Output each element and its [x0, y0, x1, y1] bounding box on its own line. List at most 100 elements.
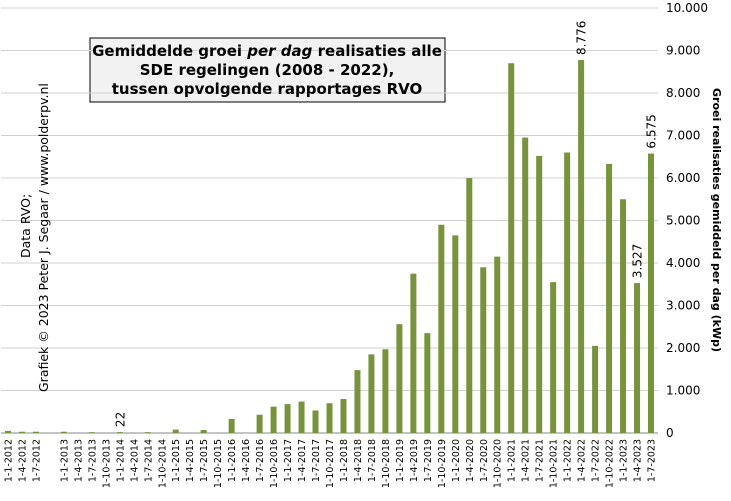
x-tick-label: 1-7-2012	[31, 439, 42, 482]
x-tick-label: 1-4-2016	[241, 439, 252, 482]
y-tick-label: 5.000	[666, 214, 700, 228]
x-tick-label: 1-10-2017	[325, 439, 336, 488]
y-tick-label: 8.000	[666, 86, 700, 100]
title-part: per dag	[246, 42, 312, 60]
bar	[354, 370, 361, 433]
x-tick-label: 1-7-2014	[143, 439, 154, 482]
data-label: 8.776	[575, 21, 589, 55]
x-tick-label: 1-1-2023	[619, 439, 630, 482]
y-tick-label: 0	[666, 426, 674, 440]
bar	[270, 406, 277, 433]
x-tick-label: 1-7-2020	[479, 439, 490, 482]
x-tick-label: 1-4-2012	[17, 439, 28, 482]
x-tick-label: 1-4-2022	[577, 439, 588, 482]
bar	[382, 349, 389, 433]
bar	[452, 235, 459, 433]
credit: Grafiek © 2023 Peter J. Segaar / www.pol…	[36, 83, 51, 392]
bar	[494, 256, 501, 433]
bar	[592, 345, 599, 433]
bar	[60, 431, 67, 433]
y-axis-label: Groei realisaties gemiddeld per dag (kWp…	[710, 88, 723, 352]
x-tick-label: 1-4-2017	[297, 439, 308, 482]
title-part: Gemiddelde groei	[92, 42, 247, 60]
x-tick-label: 1-4-2013	[73, 439, 84, 482]
data-label: 22	[113, 412, 127, 427]
x-tick-label: 1-1-2018	[339, 439, 350, 482]
bar	[172, 429, 179, 433]
x-tick-label: 1-7-2018	[367, 439, 378, 482]
x-tick-label: 1-1-2015	[171, 439, 182, 482]
title-box	[89, 37, 446, 103]
x-tick-label: 1-10-2016	[269, 439, 280, 488]
title-part: realisaties alle	[312, 42, 441, 60]
x-tick-label: 1-7-2021	[535, 439, 546, 482]
x-tick-label: 1-10-2013	[101, 439, 112, 488]
x-tick-label: 1-10-2020	[493, 439, 504, 488]
x-tick-label: 1-7-2015	[199, 439, 210, 482]
bar	[326, 403, 333, 433]
bar	[508, 63, 515, 433]
bar	[340, 399, 347, 433]
x-tick-label: 1-1-2021	[507, 439, 518, 482]
x-tick-label: 1-1-2020	[451, 439, 462, 482]
x-tick-label: 1-7-2019	[423, 439, 434, 482]
bar	[298, 401, 305, 433]
x-tick-label: 1-4-2019	[409, 439, 420, 482]
bar	[144, 432, 151, 433]
bar	[312, 410, 319, 433]
x-tick-label: 1-10-2022	[605, 439, 616, 488]
bar	[88, 432, 95, 433]
bar	[466, 178, 473, 433]
x-tick-label: 1-10-2018	[381, 439, 392, 488]
x-tick-label: 1-4-2021	[521, 439, 532, 482]
bar	[4, 430, 11, 433]
chart-title: tussen opvolgende rapportages RVO	[112, 80, 422, 98]
x-tick-label: 1-4-2015	[185, 439, 196, 482]
bar	[284, 404, 291, 433]
x-tick-label: 1-7-2023	[647, 439, 658, 482]
bar	[228, 418, 235, 433]
y-tick-label: 4.000	[666, 256, 700, 270]
x-tick-label: 1-1-2014	[115, 439, 126, 482]
y-tick-label: 2.000	[666, 341, 700, 355]
bar	[648, 153, 655, 433]
y-tick-label: 1.000	[666, 384, 700, 398]
bar	[578, 60, 585, 434]
chart-title: SDE regelingen (2008 - 2022),	[140, 61, 395, 79]
x-tick-label: 1-1-2022	[563, 439, 574, 482]
chart-title: Gemiddelde groei per dag realisaties all…	[92, 42, 442, 60]
data-label: 6.575	[645, 114, 659, 148]
bar	[606, 163, 613, 433]
bar	[438, 224, 445, 433]
x-tick-label: 1-4-2018	[353, 439, 364, 482]
bar	[32, 431, 39, 433]
bar	[620, 199, 627, 433]
y-tick-label: 7.000	[666, 129, 700, 143]
bar	[256, 414, 263, 433]
y-tick-label: 6.000	[666, 171, 700, 185]
bar	[536, 155, 543, 433]
x-tick-label: 1-7-2013	[87, 439, 98, 482]
x-tick-label: 1-7-2016	[255, 439, 266, 482]
x-tick-label: 1-1-2012	[3, 439, 14, 482]
bar	[200, 430, 207, 433]
x-tick-label: 1-4-2014	[129, 439, 140, 482]
credit: Data RVO;	[18, 194, 33, 258]
x-tick-label: 1-10-2015	[213, 439, 224, 488]
bar	[550, 282, 557, 433]
bar	[522, 137, 529, 433]
y-tick-label: 9.000	[666, 44, 700, 58]
x-tick-label: 1-1-2016	[227, 439, 238, 482]
bar	[410, 273, 417, 433]
bar	[396, 324, 403, 433]
x-tick-label: 1-1-2013	[59, 439, 70, 482]
x-tick-label: 1-1-2017	[283, 439, 294, 482]
bar	[116, 432, 123, 433]
bar	[18, 431, 25, 433]
x-tick-label: 1-1-2019	[395, 439, 406, 482]
x-tick-label: 1-7-2022	[591, 439, 602, 482]
x-tick-label: 1-10-2021	[549, 439, 560, 488]
y-tick-label: 3.000	[666, 299, 700, 313]
data-label: 3.527	[631, 244, 645, 278]
bar	[424, 333, 431, 433]
